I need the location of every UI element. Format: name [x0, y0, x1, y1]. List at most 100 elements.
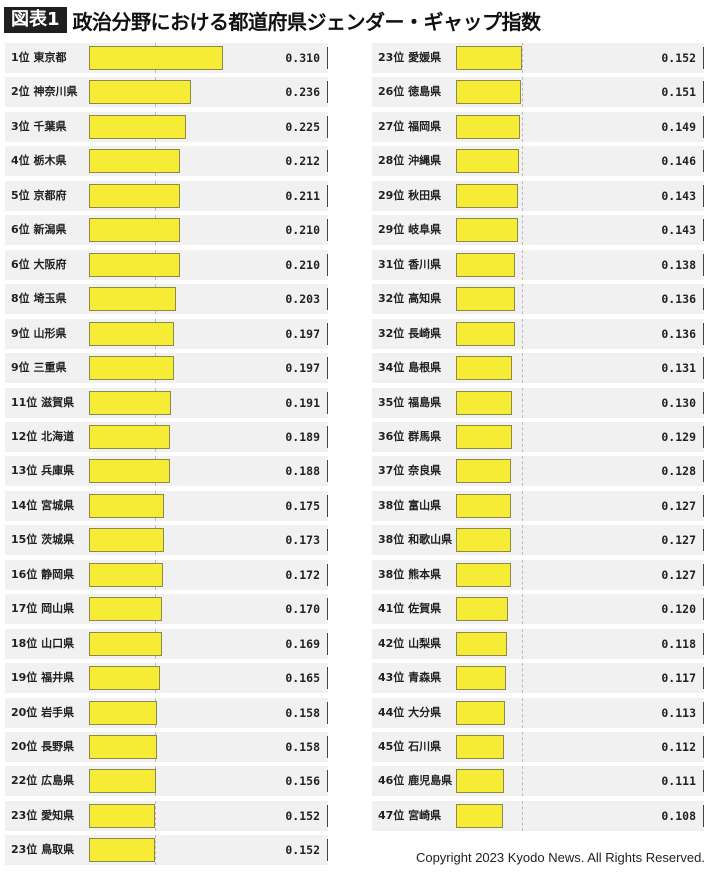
chart-row: 31位 香川県 0.138 — [372, 250, 704, 280]
value-bar — [89, 184, 180, 208]
value-bar — [89, 701, 157, 725]
chart-row: 2位 神奈川県 0.236 — [5, 77, 328, 107]
value-label: 0.197 — [285, 327, 320, 341]
value-bar — [456, 356, 512, 380]
value-label: 0.156 — [285, 774, 320, 788]
chart-row: 17位 岡山県 0.170 — [5, 594, 328, 624]
value-label: 0.152 — [285, 809, 320, 823]
chart-row: 5位 京都府 0.211 — [5, 181, 328, 211]
row-end-line — [703, 323, 704, 345]
row-end-line — [703, 529, 704, 551]
value-label: 0.197 — [285, 361, 320, 375]
row-end-line — [327, 495, 328, 517]
chart-row: 11位 滋賀県 0.191 — [5, 388, 328, 418]
value-bar — [89, 769, 156, 793]
row-end-line — [703, 357, 704, 379]
value-bar — [89, 735, 157, 759]
category-label: 20位 長野県 — [11, 740, 75, 753]
value-label: 0.149 — [661, 120, 696, 134]
value-bar — [89, 253, 180, 277]
category-label: 32位 長崎県 — [378, 327, 442, 340]
value-label: 0.108 — [661, 809, 696, 823]
reference-line — [522, 319, 523, 349]
category-label: 9位 山形県 — [11, 327, 67, 340]
category-label: 4位 栃木県 — [11, 154, 67, 167]
chart-row: 26位 徳島県 0.151 — [372, 77, 704, 107]
row-end-line — [703, 460, 704, 482]
category-label: 23位 愛媛県 — [378, 51, 442, 64]
reference-line — [522, 663, 523, 693]
row-end-line — [703, 254, 704, 276]
value-label: 0.111 — [661, 774, 696, 788]
chart-row: 19位 福井県 0.165 — [5, 663, 328, 693]
category-label: 29位 岐阜県 — [378, 223, 442, 236]
row-end-line — [327, 81, 328, 103]
reference-line — [522, 422, 523, 452]
chart-row: 20位 長野県 0.158 — [5, 732, 328, 762]
reference-line — [522, 698, 523, 728]
chart-row: 38位 熊本県 0.127 — [372, 560, 704, 590]
value-bar — [456, 804, 503, 828]
reference-line — [522, 732, 523, 762]
value-label: 0.203 — [285, 292, 320, 306]
category-label: 15位 茨城県 — [11, 533, 75, 546]
chart-row: 27位 福岡県 0.149 — [372, 112, 704, 142]
value-label: 0.165 — [285, 671, 320, 685]
chart-row: 45位 石川県 0.112 — [372, 732, 704, 762]
chart-row: 46位 鹿児島県 0.111 — [372, 766, 704, 796]
value-bar — [456, 459, 511, 483]
value-bar — [89, 149, 180, 173]
category-label: 36位 群馬県 — [378, 430, 442, 443]
row-end-line — [327, 185, 328, 207]
category-label: 17位 岡山県 — [11, 602, 75, 615]
value-label: 0.236 — [285, 85, 320, 99]
category-label: 27位 福岡県 — [378, 120, 442, 133]
reference-line — [522, 525, 523, 555]
row-end-line — [703, 495, 704, 517]
category-label: 43位 青森県 — [378, 671, 442, 684]
row-end-line — [327, 323, 328, 345]
category-label: 32位 高知県 — [378, 292, 442, 305]
chart-row: 32位 高知県 0.136 — [372, 284, 704, 314]
chart-row: 6位 新潟県 0.210 — [5, 215, 328, 245]
value-label: 0.112 — [661, 740, 696, 754]
category-label: 34位 島根県 — [378, 361, 442, 374]
chart-row: 15位 茨城県 0.173 — [5, 525, 328, 555]
chart-row: 29位 岐阜県 0.143 — [372, 215, 704, 245]
row-end-line — [327, 564, 328, 586]
row-end-line — [703, 564, 704, 586]
category-label: 38位 和歌山県 — [378, 533, 453, 546]
value-label: 0.136 — [661, 327, 696, 341]
category-label: 45位 石川県 — [378, 740, 442, 753]
row-end-line — [703, 598, 704, 620]
category-label: 38位 熊本県 — [378, 568, 442, 581]
value-bar — [89, 666, 160, 690]
row-end-line — [703, 805, 704, 827]
row-end-line — [327, 805, 328, 827]
reference-line — [522, 250, 523, 280]
value-bar — [456, 218, 518, 242]
category-label: 28位 沖縄県 — [378, 154, 442, 167]
row-end-line — [703, 219, 704, 241]
category-label: 6位 大阪府 — [11, 258, 67, 271]
row-end-line — [327, 736, 328, 758]
chart-row: 4位 栃木県 0.212 — [5, 146, 328, 176]
chart-row: 18位 山口県 0.169 — [5, 629, 328, 659]
chart-row: 23位 愛知県 0.152 — [5, 801, 328, 831]
chart-row: 22位 広島県 0.156 — [5, 766, 328, 796]
value-label: 0.127 — [661, 533, 696, 547]
value-bar — [456, 666, 506, 690]
row-end-line — [703, 770, 704, 792]
value-label: 0.136 — [661, 292, 696, 306]
value-bar — [456, 184, 518, 208]
row-end-line — [703, 288, 704, 310]
value-bar — [89, 528, 164, 552]
value-bar — [89, 218, 180, 242]
value-label: 0.211 — [285, 189, 320, 203]
value-bar — [456, 632, 507, 656]
category-label: 38位 富山県 — [378, 499, 442, 512]
value-bar — [89, 356, 174, 380]
chart-row: 1位 東京都 0.310 — [5, 43, 328, 73]
category-label: 8位 埼玉県 — [11, 292, 67, 305]
reference-line — [522, 766, 523, 796]
